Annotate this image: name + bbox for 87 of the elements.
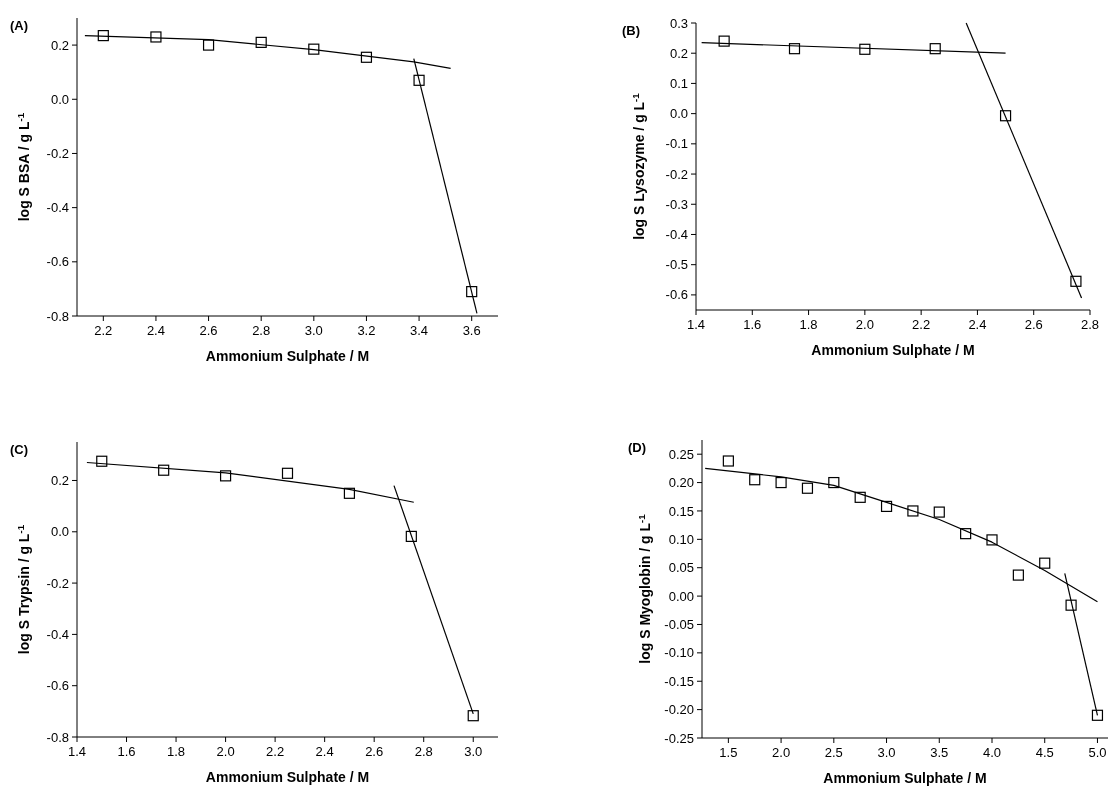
y-tick-label: -0.2 bbox=[46, 146, 69, 161]
point bbox=[933, 506, 945, 518]
y-tick-label: 0.2 bbox=[50, 473, 69, 489]
y-tick-label: -0.15 bbox=[664, 673, 694, 689]
y-tick-label: 0.05 bbox=[668, 560, 694, 576]
x-tick-label: 1.4 bbox=[67, 744, 87, 759]
point bbox=[281, 467, 294, 479]
y-tick-label: 0.10 bbox=[668, 531, 694, 547]
chart-title: (A) bbox=[10, 18, 29, 33]
y-tick-label: -0.2 bbox=[665, 166, 688, 182]
y-tick-label: 0.00 bbox=[668, 588, 694, 604]
x-tick-label: 3.0 bbox=[304, 323, 323, 338]
x-tick-label: 1.8 bbox=[799, 317, 818, 332]
x-tick-label: 1.6 bbox=[117, 744, 136, 759]
x-tick-label: 2.2 bbox=[266, 744, 285, 759]
y-tick-label: 0.15 bbox=[668, 503, 694, 519]
x-tick-label: 3.0 bbox=[877, 745, 896, 760]
x-tick-label: 2.6 bbox=[365, 744, 384, 759]
x-tick-label: 2.4 bbox=[146, 323, 165, 338]
y-tick-label: -0.3 bbox=[665, 196, 688, 212]
y-tick-label: 0.2 bbox=[669, 45, 688, 61]
x-tick-label: 2.8 bbox=[252, 323, 271, 338]
y-tick-label: 0.0 bbox=[50, 524, 69, 540]
x-tick-label: 2.0 bbox=[772, 745, 791, 760]
y-tick-label: -0.8 bbox=[46, 308, 69, 324]
x-tick-label: 3.4 bbox=[410, 323, 429, 338]
point bbox=[202, 39, 215, 51]
x-tick-label: 2.4 bbox=[968, 317, 987, 332]
point bbox=[722, 455, 734, 467]
x-tick-label: 5.0 bbox=[1088, 745, 1107, 760]
y-tick-label: -0.2 bbox=[46, 575, 69, 591]
y-tick-label: -0.6 bbox=[46, 678, 69, 694]
x-tick-label: 2.4 bbox=[315, 744, 334, 759]
y-tick-label: 0.0 bbox=[50, 91, 69, 107]
point bbox=[859, 43, 871, 55]
x-tick-label: 2.6 bbox=[199, 323, 218, 338]
x-tick-label: 1.8 bbox=[167, 744, 186, 759]
y-tick-label: 0.2 bbox=[50, 37, 69, 53]
y-tick-label: -0.20 bbox=[664, 702, 694, 718]
x-tick-label: 4.5 bbox=[1035, 745, 1054, 760]
x-tick-label: 1.4 bbox=[686, 317, 706, 332]
y-tick-label: -0.6 bbox=[46, 254, 69, 270]
point bbox=[749, 474, 761, 486]
y-tick-label: -0.6 bbox=[665, 287, 688, 303]
y-tick-label: 0.20 bbox=[668, 475, 694, 491]
chart-title: (B) bbox=[622, 23, 641, 38]
point bbox=[1012, 569, 1024, 581]
x-tick-label: 2.8 bbox=[414, 744, 433, 759]
point bbox=[1091, 709, 1104, 721]
y-tick-label: -0.8 bbox=[46, 729, 69, 745]
x-tick-label: 2.2 bbox=[912, 317, 931, 332]
y-tick-label: -0.4 bbox=[46, 626, 69, 642]
point bbox=[801, 482, 814, 494]
point bbox=[467, 710, 479, 722]
point bbox=[775, 476, 787, 489]
x-tick-label: 2.2 bbox=[94, 323, 113, 338]
point bbox=[718, 35, 730, 47]
x-tick-label: 3.2 bbox=[357, 323, 376, 338]
y-tick-label: -0.05 bbox=[664, 617, 694, 633]
chart-title: (C) bbox=[10, 442, 29, 457]
x-tick-label: 2.6 bbox=[1024, 317, 1043, 332]
y-tick-label: -0.1 bbox=[665, 136, 688, 152]
x-tick-label: 3.6 bbox=[462, 323, 481, 338]
x-tick-label: 2.8 bbox=[1080, 317, 1100, 332]
x-tick-label: 2.5 bbox=[824, 745, 843, 760]
chart-title: (D) bbox=[628, 440, 647, 455]
y-tick-label: 0.3 bbox=[669, 15, 688, 31]
y-tick-label: 0.1 bbox=[669, 75, 688, 91]
x-tick-label: 2.0 bbox=[216, 744, 235, 759]
y-tick-label: -0.5 bbox=[665, 257, 688, 273]
x-axis-title: Ammonium Sulphate / M bbox=[205, 769, 370, 785]
x-tick-label: 1.6 bbox=[743, 317, 762, 332]
x-tick-label: 2.0 bbox=[855, 317, 874, 332]
x-tick-label: 1.5 bbox=[719, 745, 738, 760]
x-axis-title: Ammonium Sulphate / M bbox=[205, 348, 370, 364]
y-tick-label: -0.4 bbox=[665, 227, 688, 243]
y-tick-label: -0.25 bbox=[664, 730, 694, 746]
x-tick-label: 4.0 bbox=[982, 745, 1002, 760]
y-tick-label: -0.4 bbox=[46, 200, 69, 216]
y-tick-label: -0.10 bbox=[664, 645, 694, 661]
x-axis-title: Ammonium Sulphate / M bbox=[811, 342, 975, 358]
point bbox=[1039, 557, 1051, 569]
x-tick-label: 3.0 bbox=[464, 744, 483, 759]
x-tick-label: 3.5 bbox=[930, 745, 949, 760]
x-axis-title: Ammonium Sulphate / M bbox=[823, 770, 987, 786]
y-tick-label: 0.0 bbox=[669, 106, 688, 122]
y-tick-label: 0.25 bbox=[668, 446, 694, 462]
